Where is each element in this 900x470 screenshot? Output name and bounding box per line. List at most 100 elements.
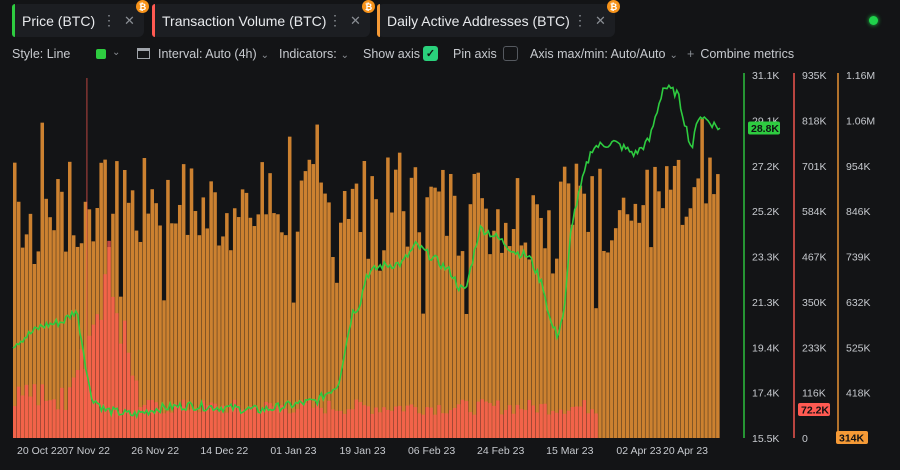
interval-dropdown[interactable]: Interval: Auto (4h) ⌄ (158, 47, 270, 61)
volume-bar (350, 409, 355, 438)
dau-bar (221, 236, 225, 438)
dau-bar (570, 224, 575, 438)
volume-bar (366, 406, 371, 438)
dau-bar (488, 254, 492, 438)
x-tick-label: 02 Apr 23 (616, 445, 661, 457)
volume-bar (464, 401, 469, 438)
dau-bar (617, 210, 622, 438)
volume-bar (260, 408, 264, 438)
axis-maxmin-dropdown[interactable]: Axis max/min: Auto/Auto ⌄ (530, 47, 678, 61)
color-swatch[interactable] (96, 49, 106, 59)
dau-bar (629, 220, 634, 438)
show-axis-checkbox[interactable]: ✓ (423, 46, 438, 61)
combine-metrics-button[interactable]: + Combine metrics (687, 47, 795, 61)
dau-bar (307, 159, 312, 438)
dau-bar (268, 173, 272, 438)
dau-bar (503, 222, 508, 438)
axis-tick-label: 31.1K (752, 70, 779, 82)
dau-bar (64, 251, 68, 438)
dau-bar (32, 264, 37, 438)
axis-tick-label: 27.2K (752, 161, 779, 173)
dau-bar (201, 197, 206, 438)
volume-bar (138, 407, 143, 438)
volume-bar (523, 410, 528, 438)
volume-bar (24, 384, 29, 438)
volume-bar (189, 409, 194, 438)
transaction-volume-bars (13, 78, 598, 438)
style-dropdown[interactable]: Style: Line (12, 47, 71, 61)
dau-bar (44, 198, 48, 438)
volume-bar (496, 400, 500, 438)
more-vertical-icon[interactable]: ⋮ (573, 12, 587, 28)
dau-bar (425, 197, 429, 438)
indicators-dropdown[interactable]: Indicators: ⌄ (279, 47, 350, 61)
dau-bar (67, 161, 72, 438)
volume-bar (193, 409, 198, 438)
volume-bar (574, 406, 579, 438)
volume-bar (425, 407, 429, 438)
volume-bar (174, 403, 178, 438)
tab-transaction-volume[interactable]: Transaction Volume (BTC) ⋮ ✕ ₿ (152, 0, 375, 37)
dau-bar (244, 192, 249, 438)
more-vertical-icon[interactable]: ⋮ (328, 12, 342, 28)
axis-tick-label: 632K (846, 297, 871, 309)
volume-bar (378, 412, 382, 438)
dau-bar (637, 222, 642, 438)
volume-bar (429, 407, 433, 438)
dau-bar (319, 182, 323, 438)
volume-bar (531, 405, 535, 438)
close-icon[interactable]: ✕ (124, 12, 135, 28)
dau-bar (401, 211, 406, 438)
volume-bar (558, 409, 563, 438)
dau-bar (582, 193, 587, 438)
volume-bar (154, 402, 158, 438)
x-tick-label: 19 Jan 23 (339, 445, 385, 457)
volume-bar (362, 405, 367, 438)
dau-bar (397, 152, 402, 438)
close-icon[interactable]: ✕ (350, 12, 361, 28)
volume-bar (299, 400, 304, 438)
volume-bar (582, 400, 587, 438)
dau-bar (527, 259, 532, 438)
dau-bar (613, 228, 618, 438)
dau-bar (181, 164, 186, 438)
dau-bar (264, 214, 268, 438)
volume-bar (217, 410, 221, 438)
dau-bar (413, 167, 418, 438)
dau-bar (48, 217, 52, 438)
more-vertical-icon[interactable]: ⋮ (102, 12, 116, 28)
dau-bar (16, 201, 21, 438)
dau-bar (448, 173, 453, 438)
dau-bar (409, 177, 414, 438)
axis-tick-label: 846K (846, 206, 871, 218)
close-icon[interactable]: ✕ (595, 12, 606, 28)
dau-bar (205, 228, 209, 438)
tab-price[interactable]: Price (BTC) ⋮ ✕ ₿ (12, 0, 149, 37)
volume-bar (146, 399, 151, 438)
dau-bar (75, 246, 80, 438)
axis-tick-label: 701K (802, 161, 827, 173)
volume-bar (311, 407, 316, 438)
volume-bar (71, 377, 76, 438)
tab-color-bar (12, 4, 15, 37)
volume-bar (181, 399, 186, 438)
pin-axis-checkbox[interactable] (503, 46, 518, 61)
volume-bar (111, 296, 115, 438)
chevron-down-icon[interactable]: ⌄ (112, 47, 121, 58)
dau-bar (174, 223, 178, 438)
dau-bar (315, 124, 319, 438)
dau-bar (366, 258, 371, 438)
volume-bar (374, 407, 378, 438)
axis-tick-label: 467K (802, 252, 827, 264)
tab-daily-active-addresses[interactable]: Daily Active Addresses (BTC) ⋮ ✕ ₿ (377, 0, 620, 37)
volume-bar (370, 413, 374, 438)
dau-bar (653, 166, 657, 438)
x-tick-label: 06 Feb 23 (408, 445, 455, 457)
volume-bar (452, 407, 457, 438)
dau-bar (535, 204, 539, 438)
volume-bar (95, 314, 100, 438)
dau-bar (460, 251, 465, 438)
volume-bar (64, 409, 68, 438)
dau-bar (668, 189, 673, 438)
